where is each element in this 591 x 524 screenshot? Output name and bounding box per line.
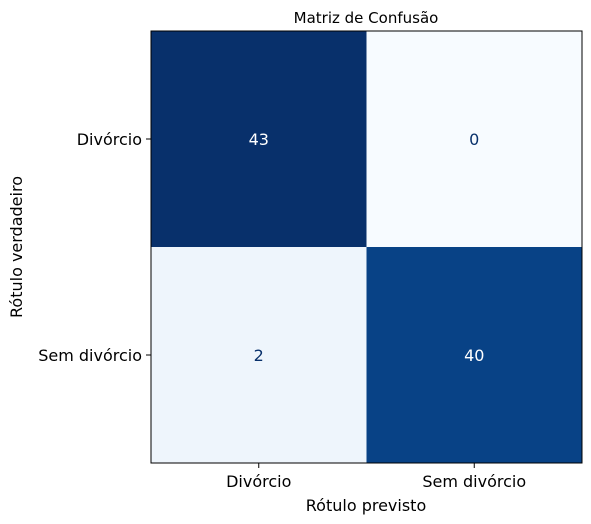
y-tick-label-0: Divórcio (77, 130, 142, 149)
matrix-cell-r1-c0 (151, 247, 367, 463)
y-axis-label: Rótulo verdadeiro (7, 176, 26, 318)
matrix-cell-value-r0-c1: 0 (469, 130, 479, 149)
matrix-cell-r0-c0 (151, 31, 367, 247)
x-axis-label: Rótulo previsto (306, 496, 426, 515)
x-axis-ticks: Divórcio Sem divórcio (226, 463, 526, 491)
matrix-cells (151, 31, 582, 463)
y-axis-ticks: Divórcio Sem divórcio (38, 130, 151, 365)
matrix-cell-r1-c1 (366, 247, 582, 463)
chart-title: Matriz de Confusão (294, 9, 439, 27)
plot-frame (150, 30, 583, 464)
matrix-cell-value-r0-c0: 43 (249, 130, 269, 149)
x-tick-label-1: Sem divórcio (422, 472, 526, 491)
x-tick-label-0: Divórcio (226, 472, 291, 491)
matrix-cell-value-r1-c0: 2 (254, 346, 264, 365)
y-tick-label-1: Sem divórcio (38, 346, 142, 365)
matrix-cell-value-r1-c1: 40 (464, 346, 484, 365)
matrix-cell-r0-c1 (366, 31, 582, 247)
matrix-cell-labels: 43 0 2 40 (249, 130, 485, 365)
